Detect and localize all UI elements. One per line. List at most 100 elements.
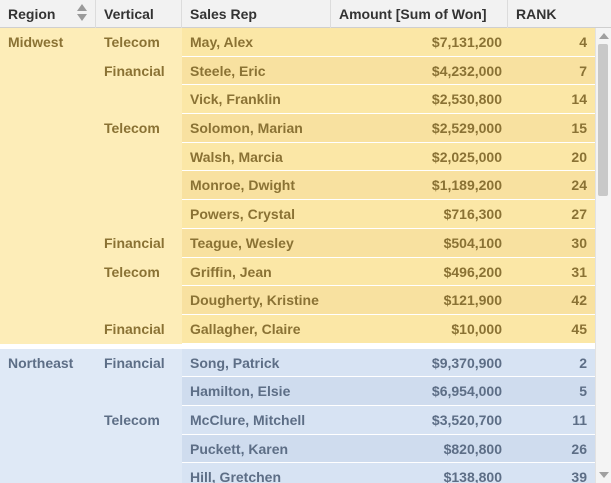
row-band [182,434,595,464]
column-header-region-label: Region [8,6,56,22]
region-group: Northeast Financial Song, Patrick $9,370,90… [0,348,595,483]
rank-cell: 14 [571,91,587,108]
rank-cell: 11 [572,411,587,428]
sales-rep-cell: Hill, Gretchen [190,469,282,483]
sort-icon[interactable] [77,4,87,24]
table-row[interactable]: Powers, Crystal $716,300 27 [0,200,595,229]
amount-cell: $2,530,800 [431,91,502,108]
sales-rep-cell: McClure, Mitchell [190,411,306,428]
rank-cell: 20 [571,148,587,165]
vertical-scrollbar[interactable] [595,28,611,483]
amount-cell: $3,520,700 [431,411,502,428]
grid-header: Region Vertical Sales Rep Amount [Sum of… [0,0,611,28]
amount-cell: $6,954,000 [431,383,502,400]
amount-cell: $7,131,200 [431,34,502,50]
amount-cell: $496,200 [443,263,502,280]
rank-cell: 26 [571,440,587,457]
table-row[interactable]: Puckett, Karen $820,800 26 [0,434,595,464]
scrollbar-thumb[interactable] [598,44,608,196]
row-band [182,228,595,258]
amount-cell: $820,800 [443,440,502,457]
vertical-cell: Telecom [104,120,160,137]
sales-rep-cell: Dougherty, Kristine [190,292,319,309]
amount-cell: $10,000 [451,320,502,337]
sales-rep-cell: Puckett, Karen [190,440,289,457]
rank-cell: 24 [571,177,587,194]
table-row[interactable]: Vick, Franklin $2,530,800 14 [0,85,595,115]
column-header-vertical[interactable]: Vertical [96,0,182,28]
table-row[interactable]: Telecom Griffin, Jean $496,200 31 [0,257,595,287]
vertical-cell: Financial [104,234,165,251]
region-cell: Northeast [8,354,74,371]
sales-rep-cell: Griffin, Jean [190,263,272,280]
column-header-rank-label: RANK [516,6,557,22]
table-row[interactable]: Hill, Gretchen $138,800 39 [0,463,595,483]
row-band [182,348,595,378]
table-row[interactable]: Financial Teague, Wesley $504,100 30 [0,228,595,258]
sales-rep-cell: Powers, Crystal [190,206,296,223]
row-band [182,463,595,483]
grid-body: Midwest Telecom May, Alex $7,131,200 4 Financ… [0,28,595,483]
amount-cell: $4,232,000 [431,62,502,79]
table-row[interactable]: Midwest Telecom May, Alex $7,131,200 4 [0,28,595,57]
column-header-region[interactable]: Region [0,0,96,28]
table-row[interactable]: Financial Steele, Eric $4,232,000 7 [0,56,595,86]
vertical-cell: Telecom [104,34,160,50]
row-band [182,377,595,406]
vertical-cell: Telecom [104,411,160,428]
sales-rep-cell: Steele, Eric [190,62,266,79]
rank-cell: 31 [571,263,587,280]
row-band [182,171,595,201]
row-band [182,200,595,229]
rank-cell: 45 [571,320,587,337]
amount-cell: $121,900 [443,292,502,309]
sales-rep-cell: Gallagher, Claire [190,320,301,337]
row-band [182,85,595,115]
row-band [182,286,595,315]
rank-cell: 7 [579,62,587,79]
rank-cell: 42 [571,292,587,309]
region-group: Midwest Telecom May, Alex $7,131,200 4 Financ… [0,28,595,344]
scroll-down-icon[interactable] [599,472,609,478]
sales-rep-cell: Teague, Wesley [190,234,294,251]
vertical-cell: Financial [104,320,165,337]
sales-rep-cell: Walsh, Marcia [190,148,283,165]
table-row[interactable]: Telecom McClure, Mitchell $3,520,700 11 [0,405,595,435]
table-row[interactable]: Dougherty, Kristine $121,900 42 [0,286,595,315]
table-row[interactable]: Hamilton, Elsie $6,954,000 5 [0,377,595,406]
rank-cell: 2 [579,354,587,371]
amount-cell: $2,025,000 [431,148,502,165]
row-band [182,405,595,435]
rank-cell: 4 [579,34,587,50]
amount-cell: $716,300 [443,206,502,223]
column-header-vertical-label: Vertical [104,6,154,22]
sales-rep-cell: May, Alex [190,34,254,50]
row-band [182,56,595,86]
rank-cell: 5 [579,383,587,400]
table-row[interactable]: Walsh, Marcia $2,025,000 20 [0,142,595,172]
column-header-rank[interactable]: RANK [508,0,611,28]
table-row[interactable]: Monroe, Dwight $1,189,200 24 [0,171,595,201]
table-row[interactable]: Financial Gallagher, Claire $10,000 45 [0,314,595,344]
scroll-up-icon[interactable] [599,33,609,39]
rank-cell: 15 [571,120,587,137]
amount-cell: $1,189,200 [431,177,502,194]
table-row[interactable]: Telecom Solomon, Marian $2,529,000 15 [0,114,595,143]
row-band [182,142,595,172]
sales-rep-cell: Vick, Franklin [190,91,281,108]
rank-cell: 30 [571,234,587,251]
sales-rep-cell: Solomon, Marian [190,120,303,137]
table-row[interactable]: Northeast Financial Song, Patrick $9,370,90… [0,348,595,378]
vertical-cell: Telecom [104,263,160,280]
amount-cell: $2,529,000 [431,120,502,137]
group-separator [0,343,595,349]
row-band [182,114,595,143]
column-header-sales-rep[interactable]: Sales Rep [182,0,331,28]
rank-cell: 39 [571,469,587,483]
vertical-cell: Financial [104,62,165,79]
column-header-sales-rep-label: Sales Rep [190,6,257,22]
sales-rep-cell: Hamilton, Elsie [190,383,291,400]
row-band [182,257,595,287]
column-header-amount[interactable]: Amount [Sum of Won] [331,0,508,28]
